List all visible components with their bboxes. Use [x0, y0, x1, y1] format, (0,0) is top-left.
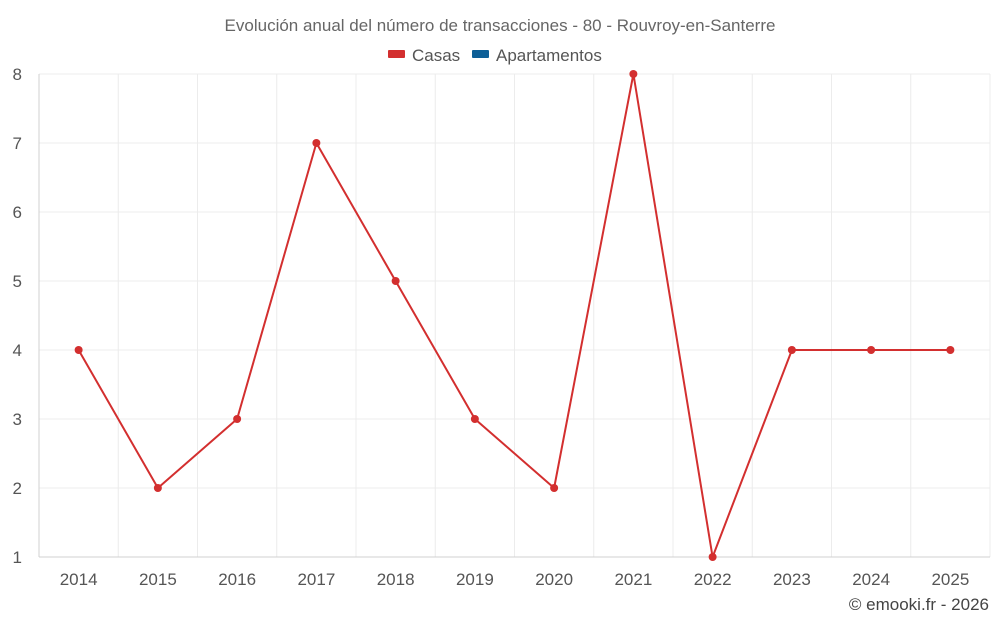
- chart-title: Evolución anual del número de transaccio…: [225, 16, 776, 35]
- data-point-casas-2024[interactable]: [867, 346, 876, 354]
- x-tick-label-2018: 2018: [377, 570, 415, 589]
- data-point-casas-2017[interactable]: [312, 139, 321, 147]
- x-tick-label-2022: 2022: [694, 570, 732, 589]
- y-tick-label: 7: [13, 134, 22, 153]
- grid: [38, 73, 991, 558]
- data-point-casas-2015[interactable]: [153, 484, 162, 492]
- x-tick-label-2024: 2024: [852, 570, 890, 589]
- x-tick-label-2017: 2017: [297, 570, 335, 589]
- legend-swatch-casas: [388, 50, 405, 58]
- y-tick-label: 2: [13, 479, 22, 498]
- y-tick-label: 6: [13, 203, 22, 222]
- data-point-casas-2019[interactable]: [470, 415, 479, 423]
- x-tick-label-2019: 2019: [456, 570, 494, 589]
- legend[interactable]: Casas Apartamentos: [388, 46, 602, 65]
- data-point-casas-2025[interactable]: [946, 346, 955, 354]
- x-tick-label-2021: 2021: [614, 570, 652, 589]
- x-tick-label-2014: 2014: [60, 570, 98, 589]
- series-lines: [77, 73, 951, 558]
- data-point-casas-2023[interactable]: [787, 346, 796, 354]
- y-tick-label: 8: [13, 65, 22, 84]
- x-tick-label-2020: 2020: [535, 570, 573, 589]
- y-tick-label: 1: [13, 548, 22, 567]
- x-tick-label-2023: 2023: [773, 570, 811, 589]
- y-tick-label: 3: [13, 410, 22, 429]
- legend-label-apartamentos[interactable]: Apartamentos: [496, 46, 602, 65]
- x-tick-label-2016: 2016: [218, 570, 256, 589]
- data-point-casas-2022[interactable]: [708, 553, 717, 561]
- data-point-casas-2021[interactable]: [629, 70, 638, 78]
- credit-text: © emooki.fr - 2026: [849, 595, 989, 614]
- legend-item-casas[interactable]: Casas: [388, 46, 460, 65]
- data-point-casas-2020[interactable]: [550, 484, 559, 492]
- legend-swatch-apartamentos: [472, 50, 489, 58]
- x-tick-label-2025: 2025: [931, 570, 969, 589]
- data-point-casas-2018[interactable]: [391, 277, 400, 285]
- x-tick-label-2015: 2015: [139, 570, 177, 589]
- series-line-casas: [77, 73, 951, 558]
- legend-label-casas[interactable]: Casas: [412, 46, 460, 65]
- y-axis-ticks: 1 2 3 4 5 6 7 8: [13, 65, 22, 567]
- legend-item-apartamentos[interactable]: Apartamentos: [472, 46, 602, 65]
- data-point-casas-2016[interactable]: [233, 415, 242, 423]
- y-tick-label: 4: [13, 341, 22, 360]
- axes: [38, 74, 990, 558]
- series-points: [74, 70, 955, 561]
- y-tick-label: 5: [13, 272, 22, 291]
- x-axis-ticks: 2014 2015 2016 2017 2018 2019 2020 2021 2022 2023…: [60, 570, 970, 589]
- data-point-casas-2014[interactable]: [74, 346, 83, 354]
